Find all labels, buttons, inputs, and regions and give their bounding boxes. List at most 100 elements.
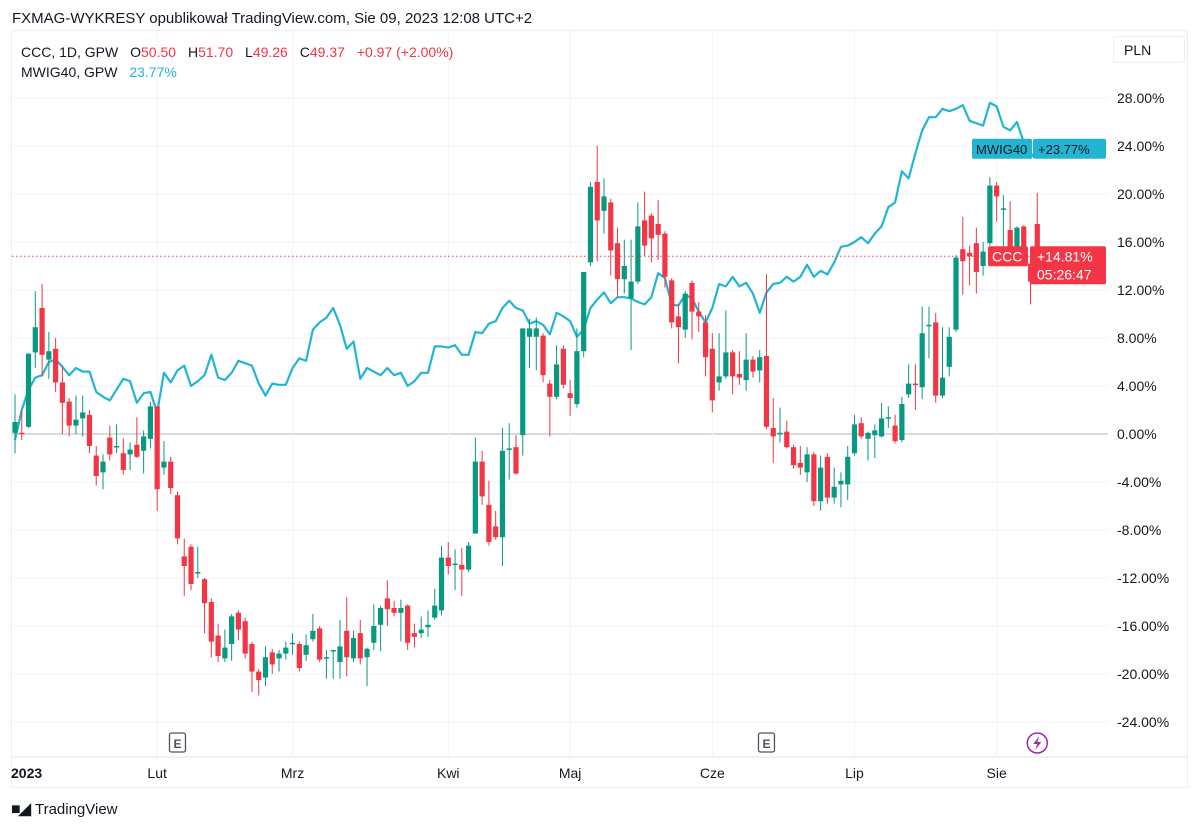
time-axis: 2023 Lut Mrz Kwi Maj Cze Lip Sie (11, 765, 1007, 781)
candle-body (851, 424, 858, 454)
candle-body (113, 446, 120, 448)
candle-body (709, 348, 715, 401)
candle (222, 629, 228, 662)
candle-body (642, 220, 648, 246)
mwig40-line (13, 101, 1039, 441)
candle (235, 610, 242, 641)
currency-button[interactable]: PLN (1113, 36, 1185, 63)
candle (973, 227, 979, 294)
candle (161, 441, 167, 475)
candle-body (330, 650, 336, 652)
candle-body (465, 545, 472, 570)
candle (878, 402, 885, 438)
candle-body (168, 461, 174, 488)
legend-main[interactable]: CCC, 1D, GPW O50.50 H51.70 L49.26 C49.37… (21, 42, 453, 62)
candle-body (269, 652, 275, 665)
y-tick-label: 24.00% (1117, 138, 1164, 154)
legend-compare[interactable]: MWIG40, GPW 23.77% (21, 62, 453, 82)
candle-body (858, 423, 864, 437)
candle-body (195, 572, 201, 574)
ccc-value-tag (1030, 246, 1106, 285)
candle-body (120, 453, 126, 470)
candle-body (939, 377, 946, 396)
candle (824, 453, 830, 504)
candle (994, 182, 1000, 222)
candle-body (377, 608, 384, 625)
candle-body (405, 605, 411, 643)
candle-body (560, 348, 566, 385)
candle-body (283, 647, 289, 654)
candle (1000, 195, 1007, 253)
candle (702, 315, 709, 377)
candle-body (824, 456, 830, 498)
candle-body (784, 431, 790, 448)
candle-body (594, 182, 600, 221)
grid (12, 31, 1187, 758)
candle-body (960, 249, 966, 262)
candle-body (946, 336, 952, 367)
candle (865, 431, 871, 461)
candle-body (12, 422, 18, 433)
candle (574, 328, 580, 408)
candle-body (689, 282, 695, 312)
candle-body (418, 629, 424, 634)
candle-body (838, 480, 844, 485)
earnings-icon[interactable] (757, 732, 776, 753)
candle-body (201, 579, 208, 604)
candle-body (567, 393, 573, 398)
candle-body (323, 657, 330, 659)
candle (818, 455, 824, 511)
y-tick-label: 4.00% (1117, 378, 1157, 394)
candle-body (66, 401, 72, 426)
earnings-icon[interactable] (168, 732, 187, 753)
mwig40-name-tag (972, 138, 1032, 159)
candle-body (770, 428, 776, 437)
candle (648, 213, 654, 263)
candle-body (933, 322, 939, 396)
candle (750, 356, 756, 378)
candle (80, 395, 86, 437)
y-tick-label: 28.00% (1117, 90, 1164, 106)
brand-name: TradingView (34, 800, 118, 818)
candle-body (716, 376, 722, 383)
candle (845, 446, 851, 500)
tradingview-logo-icon: ■◢ (11, 801, 31, 818)
candle (811, 452, 817, 506)
candle-body (675, 316, 682, 328)
candle-body (499, 450, 506, 538)
candle (107, 425, 113, 461)
x-tick-label: Mrz (281, 765, 304, 781)
candle (899, 396, 905, 443)
candle-body (601, 196, 607, 211)
candle (357, 620, 363, 665)
candle (418, 616, 424, 638)
candle (939, 327, 946, 398)
y-tick-label: 0.00% (1117, 426, 1157, 442)
candle (127, 442, 133, 470)
candle-body (1000, 208, 1007, 210)
y-tick-label: -4.00% (1117, 474, 1161, 490)
candle-body (154, 406, 160, 490)
candle-body (73, 419, 79, 426)
candle (168, 456, 174, 494)
candle (384, 580, 390, 626)
candle (256, 669, 262, 696)
lightning-bolt-icon (1033, 736, 1042, 750)
candle-body (1034, 224, 1040, 257)
candle (608, 198, 614, 276)
candle (459, 548, 465, 596)
candle (93, 446, 99, 486)
candle (391, 600, 397, 617)
candle (919, 306, 925, 400)
candle (73, 395, 79, 434)
candle-body (452, 563, 458, 566)
price-axis: 28.00% 24.00% 20.00% 16.00% 12.00% 8.00% 4.00%… (1117, 90, 1169, 730)
publish-header: FXMAG-WYKRESY opublikował TradingView.co… (12, 10, 533, 27)
candle-body (391, 608, 397, 613)
candle (669, 278, 675, 329)
candle (269, 648, 275, 674)
tradingview-logo[interactable]: ■◢ TradingView (11, 799, 118, 819)
candle-body (966, 252, 973, 257)
candle (350, 630, 357, 662)
